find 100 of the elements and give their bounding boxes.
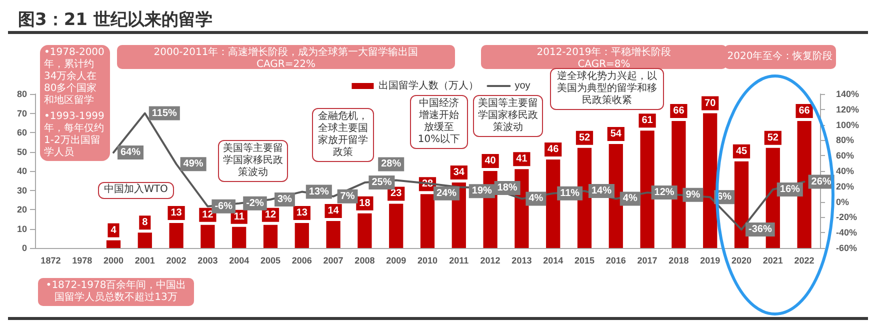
bar <box>420 194 435 248</box>
legend-label: 出国留学人数（万人） <box>378 80 479 92</box>
bar <box>106 240 121 248</box>
data-label: 14% <box>592 186 612 197</box>
text: 2000-2011年：高速增长阶段，成为全球第一大留学输出国 CAGR=22% <box>117 45 455 70</box>
text: 2020年至今：恢复阶段 <box>724 45 836 69</box>
data-label: 52 <box>578 132 590 144</box>
x-tick-label: 2005 <box>260 256 281 266</box>
x-tick-label: 2002 <box>166 256 186 266</box>
y-tick-label: 30 <box>16 185 27 196</box>
x-tick-label: 1978 <box>72 256 92 266</box>
x-tick-label: 2000 <box>103 256 124 266</box>
data-label: -6% <box>214 200 233 212</box>
bar <box>734 161 749 248</box>
data-label: 4% <box>528 193 544 204</box>
data-label: 41 <box>516 154 528 165</box>
data-label: 115% <box>152 108 178 119</box>
data-label: 28% <box>381 158 402 170</box>
data-label: 26% <box>811 176 832 188</box>
data-label: 61 <box>642 115 654 126</box>
x-tick-label: 2018 <box>668 256 689 266</box>
y2-tick-label: 80% <box>836 135 854 146</box>
bar <box>294 222 309 248</box>
data-label: 25% <box>372 177 392 188</box>
y-tick-label: 70 <box>16 108 27 118</box>
data-label: 45 <box>736 146 748 157</box>
data-label: 64% <box>120 147 141 158</box>
x-tick-label: 2008 <box>354 256 375 266</box>
x-tick-label: 2011 <box>449 256 469 266</box>
y2-tick-label: 60% <box>836 150 854 161</box>
x-tick-label: 2013 <box>512 256 532 266</box>
data-label: -36% <box>748 224 772 236</box>
x-tick-label: 2010 <box>417 256 438 266</box>
data-label: 49% <box>183 158 204 170</box>
x-tick-label: 2001 <box>134 256 155 266</box>
data-label: 52 <box>767 132 779 144</box>
bar <box>703 113 718 248</box>
x-tick-label: 2003 <box>198 256 218 266</box>
x-tick-label: 2019 <box>700 256 720 266</box>
y2-tick-label: 140% <box>836 89 860 99</box>
data-label: 24% <box>436 188 457 199</box>
data-label: 46 <box>548 144 560 155</box>
bar <box>232 226 246 248</box>
x-tick-label: 2012 <box>480 256 500 266</box>
data-label: 13 <box>170 207 182 218</box>
text: •1872-1978百余年间，中国出国留学人员总数不超过13万 <box>38 278 194 306</box>
bar <box>169 222 184 248</box>
x-tick-label: 2017 <box>637 256 658 266</box>
data-label: 18% <box>497 182 518 194</box>
x-tick-label: 2020 <box>731 256 752 266</box>
data-label: 34 <box>453 167 465 178</box>
annotation: •1993-1999年，每年仅约1-2万出国留学人员 <box>40 109 110 161</box>
annotation: •1978-2000年，累计约34万余人在80多个国家和地区留学 <box>40 45 110 109</box>
bar <box>200 224 215 248</box>
text: 2012-2019年：平稳增长阶段 CAGR=8% <box>481 45 727 70</box>
data-label: 70 <box>704 98 716 109</box>
y-tick-label: 0 <box>22 243 27 253</box>
bar <box>358 213 372 248</box>
x-tick-label: 1872 <box>40 256 61 266</box>
data-label: 19% <box>472 186 492 197</box>
annotation: 金融危机，全球主要国家放开留学政策 <box>312 108 374 162</box>
data-label: 12 <box>264 209 276 220</box>
y-tick-label: 40 <box>16 166 27 176</box>
data-label: 18 <box>359 198 371 209</box>
y2-tick-label: -60% <box>836 243 858 253</box>
data-label: 7% <box>340 190 355 202</box>
annotation: 逆全球化势力兴起，以美国为典型的留学和移民政策收紧 <box>557 71 657 106</box>
y-tick-label: 50 <box>16 146 27 157</box>
x-tick-label: 2006 <box>292 256 312 266</box>
y2-tick-label: 120% <box>836 104 860 114</box>
annotation: 中国经济增速开始放缓至10%以下 <box>410 95 468 149</box>
bar <box>263 224 278 248</box>
y-tick-label: 20 <box>16 204 27 214</box>
y2-tick-label: 0% <box>836 196 850 207</box>
data-label: 12 <box>202 209 214 220</box>
data-label: 3% <box>278 194 292 205</box>
data-label: -2% <box>246 198 264 209</box>
y2-tick-label: 20% <box>836 181 854 192</box>
y2-tick-label: -40% <box>836 228 858 238</box>
data-label: 12% <box>654 187 674 198</box>
annotation: 中国加入WTO <box>98 182 174 199</box>
annotation: 美国等主要留学国家移民政策波动 <box>473 95 543 137</box>
y-tick-label: 10 <box>16 224 27 234</box>
bar <box>389 204 404 248</box>
x-tick-label: 2009 <box>386 256 406 266</box>
data-label: 9% <box>686 189 700 200</box>
bar <box>138 232 152 248</box>
data-label: 14 <box>328 206 340 217</box>
bar <box>326 221 340 248</box>
bar <box>546 159 560 248</box>
x-tick-label: 2007 <box>323 256 344 266</box>
data-label: 4% <box>622 193 638 204</box>
data-label: 16% <box>780 184 800 195</box>
data-label: 40 <box>484 156 496 166</box>
y-tick-label: 80 <box>16 89 27 99</box>
x-tick-label: 2015 <box>574 256 595 266</box>
data-label: 8 <box>142 217 148 228</box>
y2-tick-label: 100% <box>836 120 860 130</box>
x-tick-label: 2016 <box>606 256 626 266</box>
x-tick-label: 2004 <box>229 256 250 266</box>
